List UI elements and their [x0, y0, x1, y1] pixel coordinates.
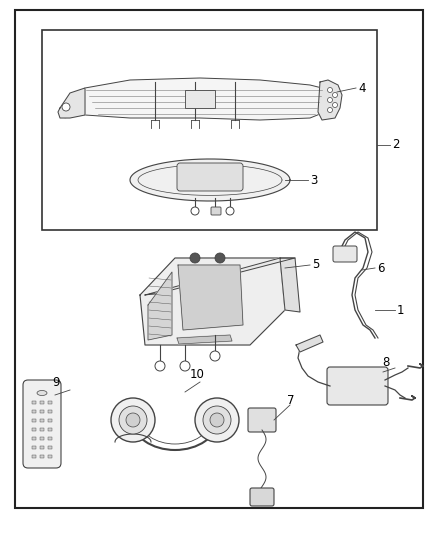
FancyBboxPatch shape: [23, 380, 61, 468]
Circle shape: [119, 406, 147, 434]
Circle shape: [226, 207, 234, 215]
FancyBboxPatch shape: [177, 163, 243, 191]
Circle shape: [328, 98, 332, 102]
Bar: [40, 401, 44, 404]
Circle shape: [155, 361, 165, 371]
Text: 6: 6: [377, 262, 385, 274]
Bar: [48, 419, 52, 422]
Polygon shape: [178, 265, 243, 330]
Bar: [32, 446, 36, 449]
Bar: [40, 428, 44, 431]
Text: 2: 2: [392, 139, 399, 151]
Bar: [40, 455, 44, 458]
Bar: [32, 419, 36, 422]
Polygon shape: [280, 258, 300, 312]
Polygon shape: [177, 335, 232, 344]
Circle shape: [210, 351, 220, 361]
Polygon shape: [130, 159, 290, 201]
Circle shape: [191, 207, 199, 215]
Polygon shape: [318, 80, 342, 120]
Bar: [48, 446, 52, 449]
Bar: [48, 410, 52, 413]
Bar: [48, 437, 52, 440]
Bar: [40, 446, 44, 449]
Ellipse shape: [37, 391, 47, 395]
Bar: [40, 437, 44, 440]
FancyBboxPatch shape: [211, 207, 221, 215]
Bar: [48, 455, 52, 458]
Text: 7: 7: [287, 393, 294, 407]
Text: 10: 10: [190, 368, 205, 382]
Bar: [32, 455, 36, 458]
Circle shape: [126, 413, 140, 427]
Text: 5: 5: [312, 259, 319, 271]
Bar: [40, 410, 44, 413]
Circle shape: [332, 93, 338, 98]
Circle shape: [332, 102, 338, 108]
Bar: [42, 30, 377, 230]
Text: 8: 8: [382, 356, 389, 368]
Circle shape: [215, 253, 225, 263]
Bar: [32, 401, 36, 404]
Circle shape: [203, 406, 231, 434]
Polygon shape: [296, 335, 323, 352]
FancyBboxPatch shape: [248, 408, 276, 432]
Circle shape: [210, 413, 224, 427]
Circle shape: [195, 398, 239, 442]
Bar: [32, 428, 36, 431]
Text: 9: 9: [52, 376, 60, 389]
Circle shape: [190, 253, 200, 263]
Bar: [32, 410, 36, 413]
Circle shape: [62, 103, 70, 111]
Bar: [32, 437, 36, 440]
Polygon shape: [148, 272, 172, 340]
Circle shape: [180, 361, 190, 371]
Polygon shape: [58, 88, 85, 118]
FancyBboxPatch shape: [250, 488, 274, 506]
Circle shape: [111, 398, 155, 442]
Polygon shape: [60, 78, 335, 120]
Bar: [48, 428, 52, 431]
FancyBboxPatch shape: [327, 367, 388, 405]
Circle shape: [328, 87, 332, 93]
Polygon shape: [145, 258, 295, 295]
Circle shape: [328, 108, 332, 112]
FancyBboxPatch shape: [333, 246, 357, 262]
Polygon shape: [140, 258, 285, 345]
Bar: [48, 401, 52, 404]
Text: 3: 3: [310, 174, 318, 187]
Text: 4: 4: [358, 82, 365, 94]
Bar: [40, 419, 44, 422]
Bar: [185, 90, 215, 108]
Text: 1: 1: [397, 303, 405, 317]
